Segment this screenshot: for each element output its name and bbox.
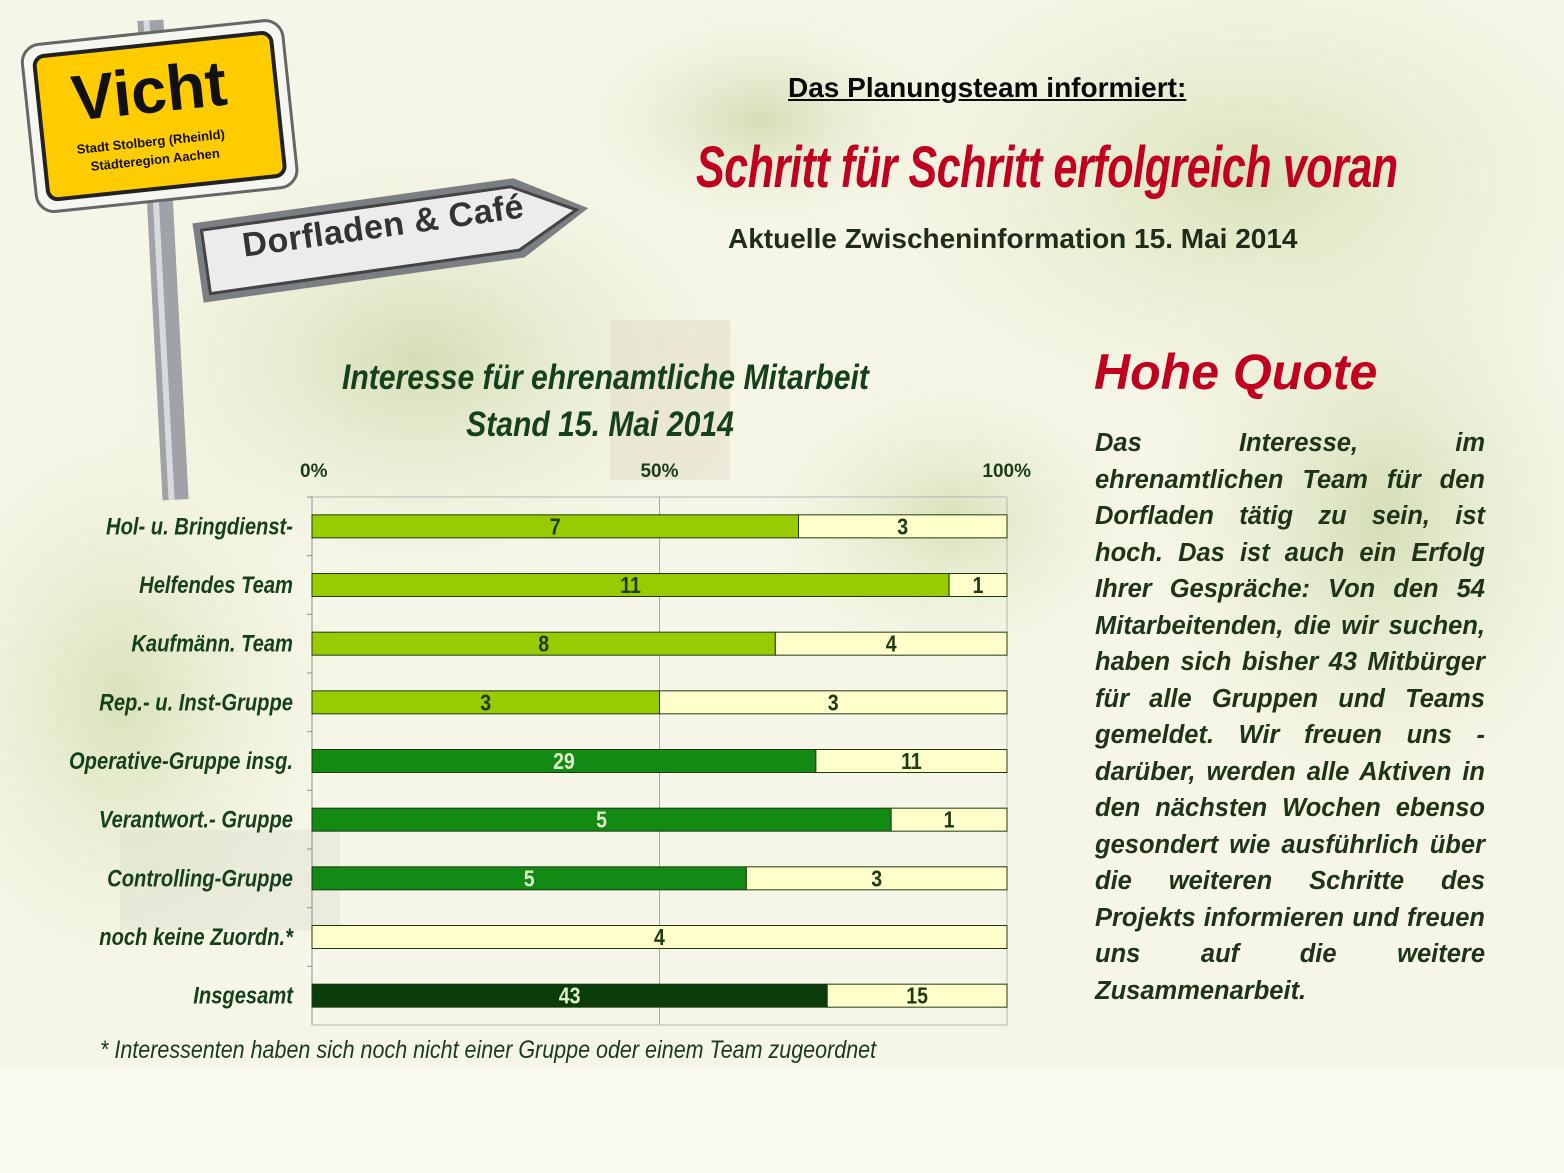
bar-filled-label: 43 [559,983,581,1009]
bar-open [311,925,1008,949]
bar-filled-label: 8 [538,631,549,657]
bar-open-label: 1 [973,573,984,599]
bar-filled-label: 7 [550,514,561,540]
bar-open [659,690,1008,715]
category-label: Kaufmänn. Team [131,630,293,657]
subheadline: Aktuelle Zwischeninformation 15. Mai 201… [728,223,1298,254]
kicker-heading: Das Planungsteam informiert: [788,72,1187,103]
chart-title: Interesse für ehrenamtliche Mitarbeit St… [342,354,869,448]
bar-filled-label: 29 [553,749,575,775]
bar-filled-label: 5 [596,807,607,833]
category-label: Operative-Gruppe insg. [69,747,293,774]
bar-open [890,807,1008,832]
bar-open [826,983,1008,1008]
bar-open [815,749,1008,773]
category-label: Hol- u. Bringdienst- [106,513,293,540]
bar-open-label: 1 [944,807,955,833]
bar-filled-label: 11 [620,573,641,599]
road-sign-group: Vicht Stadt Stolberg (Rheinld) Städtereg… [0,0,620,520]
bar-open-label: 3 [871,866,882,892]
category-label: Rep.- u. Inst-Gruppe [99,689,293,716]
bar-open [745,866,1008,891]
bar-open-label: 4 [886,631,897,657]
chart-footnote: * Interessenten haben sich noch nicht ei… [100,1036,877,1064]
category-label: Insgesamt [193,982,294,1009]
sidebar-title: Hohe Quote [1094,344,1378,400]
bar-open-label: 3 [828,690,839,716]
category-label: Helfendes Team [139,571,293,598]
x-tick-label: 50% [640,461,678,482]
x-tick-label: 0% [300,461,328,482]
x-tick-label: 100% [982,461,1031,482]
category-label: Controlling-Gruppe [107,865,293,892]
bar-open [798,514,1008,539]
bar-open [948,573,1008,597]
bar-open [774,631,1008,656]
bar-open-label: 15 [906,983,928,1009]
category-label: noch keine Zuordn.* [99,923,294,950]
category-label: Verantwort.- Gruppe [99,806,293,833]
bar-open-label: 11 [901,749,922,775]
main-headline: Schritt für Schritt erfolgreich voran [696,135,1398,200]
bar-filled-label: 5 [524,866,535,892]
bar-open-label: 3 [897,514,908,540]
bar-filled-label: 3 [480,690,491,716]
chart-title-line-1: Interesse für ehrenamtliche Mitarbeit [342,358,869,397]
bar-open-label: 4 [654,925,665,951]
sidebar-paragraph: Das Interesse, im ehrenamtlichen Team fü… [1095,429,1485,1005]
signpost-graphic [20,19,589,501]
chart-title-line-2: Stand 15. Mai 2014 [466,405,734,444]
